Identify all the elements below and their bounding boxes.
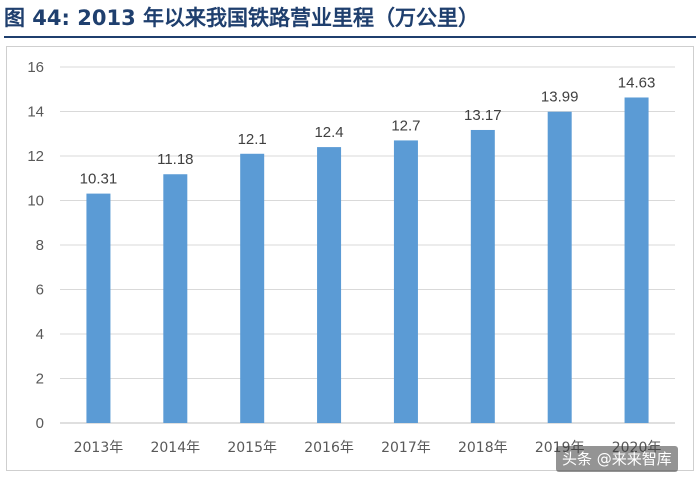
y-tick-label: 4 — [36, 326, 44, 343]
title-divider — [4, 36, 696, 38]
x-tick-label: 2018年 — [458, 440, 508, 456]
bar — [317, 147, 342, 423]
data-label: 11.18 — [157, 151, 193, 168]
y-tick-label: 0 — [36, 415, 44, 432]
x-tick-label: 2017年 — [381, 440, 431, 456]
chart-frame — [6, 46, 694, 471]
bar — [86, 193, 111, 423]
watermark-badge: 头条 @来来智库 — [556, 446, 678, 472]
data-label: 12.4 — [314, 124, 343, 141]
bar — [163, 174, 188, 423]
x-tick-label: 2013年 — [74, 440, 124, 456]
data-label: 12.1 — [238, 131, 267, 148]
data-label: 13.17 — [464, 107, 502, 124]
x-tick-label: 2014年 — [150, 440, 200, 456]
y-tick-label: 16 — [27, 59, 44, 76]
bar — [470, 129, 495, 423]
y-axis-ticks: 0 2 4 6 8 10 12 14 16 — [27, 59, 44, 432]
y-tick-label: 14 — [27, 104, 44, 121]
data-label: 12.7 — [391, 117, 420, 134]
data-label: 10.31 — [80, 171, 118, 188]
bars — [86, 97, 649, 424]
y-tick-label: 8 — [36, 237, 44, 254]
bar — [547, 111, 572, 423]
bar — [240, 153, 265, 423]
y-tick-label: 12 — [27, 148, 44, 165]
page-title: 图 44: 2013 年以来我国铁路营业里程（万公里） — [4, 6, 480, 30]
x-tick-label: 2016年 — [304, 440, 354, 456]
y-tick-label: 10 — [27, 193, 44, 210]
y-tick-label: 6 — [36, 282, 44, 299]
bar — [393, 140, 418, 424]
bar — [624, 97, 649, 424]
gridlines — [60, 66, 675, 424]
y-tick-label: 2 — [36, 371, 44, 388]
x-tick-label: 2015年 — [227, 440, 277, 456]
data-label: 13.99 — [541, 89, 579, 106]
data-label: 14.63 — [618, 74, 656, 91]
data-labels: 10.31 11.18 12.1 12.4 12.7 13.17 13.99 14.63 — [80, 74, 656, 187]
